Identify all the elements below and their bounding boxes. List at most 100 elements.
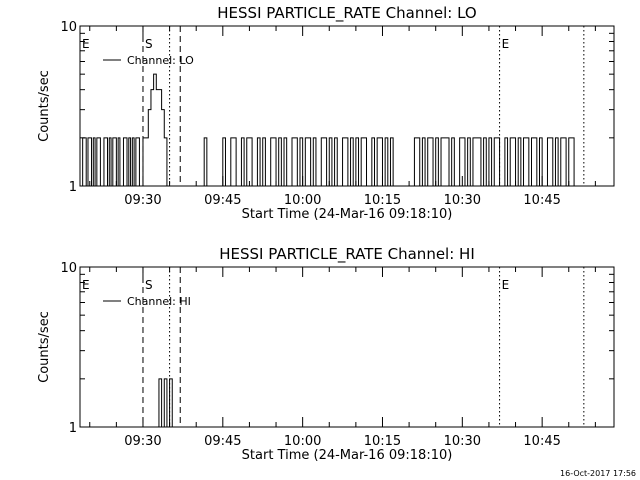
- data-point: [286, 185, 287, 186]
- data-point: [462, 137, 463, 138]
- data-point: [510, 137, 511, 138]
- data-point: [377, 137, 378, 138]
- data-point: [107, 185, 108, 186]
- data-point: [448, 185, 449, 186]
- data-point: [109, 137, 110, 138]
- data-point: [196, 185, 197, 186]
- event-marker-label: S: [145, 37, 153, 51]
- data-point: [318, 185, 319, 186]
- y-tick-label: 10: [60, 261, 77, 276]
- data-point: [523, 137, 524, 138]
- data-point: [472, 137, 473, 138]
- data-point: [478, 137, 479, 138]
- event-marker-label: E: [82, 37, 90, 51]
- data-point: [494, 137, 495, 138]
- x-tick-label: 10:45: [523, 434, 560, 449]
- data-point: [79, 185, 80, 186]
- data-point: [542, 185, 543, 186]
- data-point: [193, 185, 194, 186]
- data-point: [486, 185, 487, 186]
- x-tick-label: 09:45: [204, 193, 241, 208]
- data-point: [467, 137, 468, 138]
- data-point: [161, 109, 162, 110]
- data-point: [438, 185, 439, 186]
- panel-lo: HESSI PARTICLE_RATE Channel: LO 1 10 Counts…: [37, 4, 615, 222]
- data-point: [114, 137, 115, 138]
- y-tick-label: 10: [60, 20, 77, 35]
- data-point: [121, 185, 122, 186]
- data-point: [464, 185, 465, 186]
- data-point: [576, 185, 577, 186]
- data-point: [299, 137, 300, 138]
- data-point: [342, 137, 343, 138]
- data-point: [236, 185, 237, 186]
- data-point: [361, 137, 362, 138]
- panel-hi: HESSI PARTICLE_RATE Channel: HI 1 10 Counts…: [37, 245, 615, 463]
- data-point: [257, 137, 258, 138]
- data-point: [222, 137, 223, 138]
- data-point: [382, 185, 383, 186]
- series-line: [156, 378, 175, 428]
- series-line: [80, 73, 580, 187]
- data-point: [110, 185, 111, 186]
- data-point: [398, 185, 399, 186]
- data-point: [259, 185, 260, 186]
- data-point: [414, 137, 415, 138]
- data-point: [371, 137, 372, 138]
- data-point: [483, 137, 484, 138]
- data-point: [125, 137, 126, 138]
- data-point: [302, 185, 303, 186]
- data-point: [267, 185, 268, 186]
- data-point: [249, 137, 250, 138]
- data-point: [214, 185, 215, 186]
- data-point: [528, 185, 529, 186]
- data-point: [515, 185, 516, 186]
- data-point: [105, 137, 106, 138]
- y-tick-label: 1: [69, 421, 77, 436]
- data-point: [198, 185, 199, 186]
- data-point: [206, 185, 207, 186]
- data-point: [275, 185, 276, 186]
- data-point: [87, 137, 88, 138]
- data-point: [451, 137, 452, 138]
- data-point: [145, 137, 146, 138]
- data-point: [96, 137, 97, 138]
- data-point: [281, 185, 282, 186]
- chart-title: HESSI PARTICLE_RATE Channel: LO: [217, 4, 476, 23]
- data-point: [188, 185, 189, 186]
- data-point: [555, 137, 556, 138]
- data-point: [323, 137, 324, 138]
- data-point: [491, 185, 492, 186]
- data-point: [424, 185, 425, 186]
- chart-title: HESSI PARTICLE_RATE Channel: HI: [219, 245, 475, 264]
- data-point: [315, 185, 316, 186]
- data-point: [135, 137, 136, 138]
- data-point: [128, 137, 129, 138]
- data-point: [130, 185, 131, 186]
- data-point: [488, 137, 489, 138]
- data-point: [560, 137, 561, 138]
- data-point: [552, 185, 553, 186]
- data-point: [137, 137, 138, 138]
- data-point: [164, 137, 165, 138]
- data-point: [550, 137, 551, 138]
- data-point: [313, 137, 314, 138]
- x-tick-label: 09:30: [124, 434, 161, 449]
- data-point: [563, 137, 564, 138]
- data-point: [416, 137, 417, 138]
- y-axis-label: Counts/sec: [37, 70, 52, 142]
- footer-timestamp: 16-Oct-2017 17:56: [560, 469, 636, 478]
- data-point: [241, 137, 242, 138]
- data-point: [182, 185, 183, 186]
- data-point: [536, 185, 537, 186]
- data-point: [116, 185, 117, 186]
- data-point: [430, 137, 431, 138]
- data-point: [369, 185, 370, 186]
- data-point: [161, 426, 162, 427]
- data-point: [172, 426, 173, 427]
- data-point: [520, 185, 521, 186]
- data-point: [212, 185, 213, 186]
- data-point: [329, 137, 330, 138]
- data-point: [502, 185, 503, 186]
- data-point: [91, 185, 92, 186]
